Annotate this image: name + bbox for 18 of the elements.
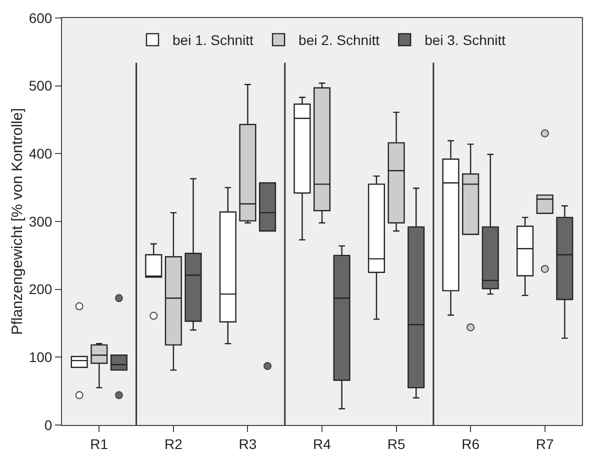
y-tick-label: 200 bbox=[28, 281, 52, 298]
y-tick-label: 600 bbox=[28, 10, 52, 26]
y-tick-label: 0 bbox=[44, 416, 52, 433]
x-tick-label: R2 bbox=[164, 436, 183, 452]
x-tick-label: R5 bbox=[387, 436, 406, 452]
legend-label: bei 2. Schnitt bbox=[298, 32, 380, 48]
y-axis-title: Pflanzengewicht [% von Kontrolle] bbox=[9, 108, 26, 335]
y-tick-label: 400 bbox=[28, 146, 52, 162]
legend-label: bei 3. Schnitt bbox=[424, 32, 506, 48]
x-tick-label: R4 bbox=[313, 436, 332, 452]
x-tick-label: R3 bbox=[238, 436, 257, 452]
x-tick-label: R1 bbox=[90, 436, 108, 452]
x-tick-label: R6 bbox=[462, 436, 480, 452]
legend-label: bei 1. Schnitt bbox=[172, 32, 254, 48]
x-tick-label: R7 bbox=[536, 436, 554, 452]
y-tick-label: 500 bbox=[28, 78, 52, 94]
y-tick-label: 300 bbox=[28, 213, 52, 230]
y-tick-label: 100 bbox=[28, 349, 52, 366]
